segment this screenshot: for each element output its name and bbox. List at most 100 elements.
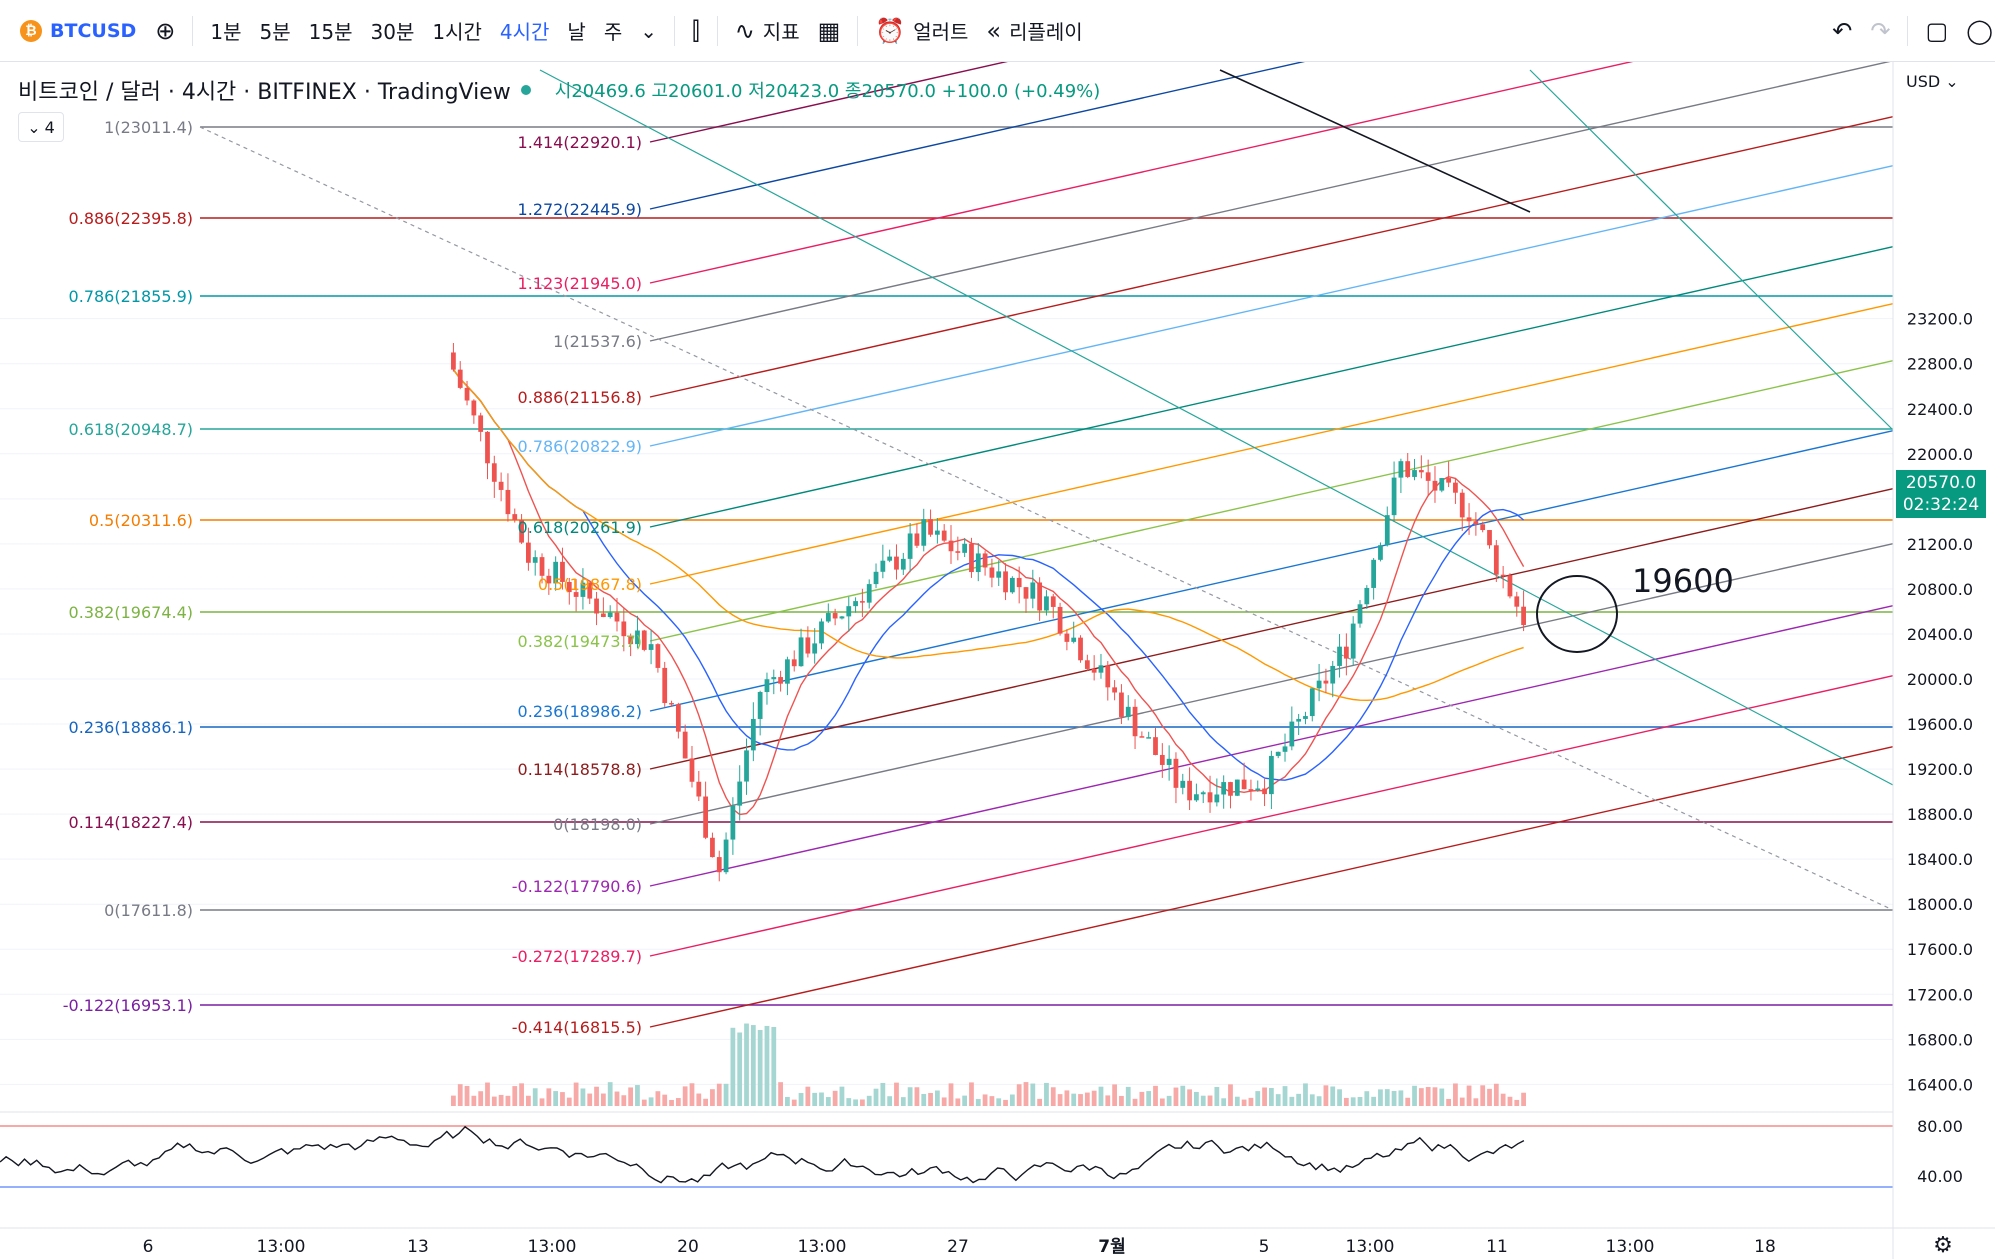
interval-15m[interactable]: 15분 — [308, 20, 353, 44]
volume-bar — [996, 1098, 1002, 1106]
interval-week[interactable]: 주 — [603, 20, 623, 44]
candle-body — [1303, 716, 1308, 719]
indicators-button[interactable]: ∿ 지표 — [726, 10, 809, 52]
candle-body — [505, 489, 511, 515]
candle-body — [1044, 596, 1049, 611]
add-symbol-button[interactable]: ⊕ — [146, 10, 184, 52]
fib-level-label: 0.236(18886.1) — [69, 718, 193, 737]
channel-line — [649, 165, 1894, 447]
undo-button[interactable]: ↶ — [1823, 10, 1861, 52]
volume-bar — [546, 1088, 552, 1106]
channel-label: -0.122(17790.6) — [512, 877, 642, 896]
volume-bar — [894, 1082, 899, 1106]
candle-body — [1350, 623, 1356, 659]
channel-line — [649, 488, 1894, 770]
time-tick-label: 18 — [1754, 1237, 1776, 1257]
volume-bar — [1425, 1087, 1431, 1106]
camera-button[interactable]: ◯ — [1957, 10, 1995, 52]
volume-bar — [628, 1087, 634, 1106]
volume-bar — [1057, 1094, 1063, 1106]
volume-bar — [600, 1093, 606, 1106]
candle-body — [1030, 582, 1036, 599]
candle-body — [1159, 754, 1165, 765]
interval-dropdown[interactable]: ⌄ — [631, 10, 666, 52]
price-chart[interactable]: 1(23011.4) 0.886(22395.8) 0.786(21855.9) 0.… — [0, 62, 1995, 1259]
candle-body — [1378, 545, 1383, 560]
current-price-tag: 20570.0 02:32:24 — [1896, 470, 1986, 518]
redo-button[interactable]: ↷ — [1861, 10, 1899, 52]
volume-bar — [1371, 1096, 1377, 1106]
volume-bar — [1200, 1095, 1206, 1106]
candle-body — [1009, 577, 1015, 593]
candle-body — [553, 561, 559, 584]
candle-body — [969, 543, 974, 573]
candle-body — [1153, 737, 1158, 755]
volume-bar — [669, 1099, 674, 1106]
chevron-down-icon: ⌄ — [27, 117, 41, 137]
volume-bar — [682, 1086, 688, 1106]
interval-1m[interactable]: 1분 — [210, 20, 242, 44]
volume-bar — [1521, 1092, 1526, 1106]
volume-bar — [887, 1096, 893, 1106]
volume-bar — [1119, 1095, 1124, 1106]
volume-bar — [1364, 1091, 1370, 1106]
volume-bar — [1173, 1087, 1179, 1106]
volume-bar — [1098, 1086, 1104, 1106]
volume-bar — [580, 1088, 586, 1106]
alert-button[interactable]: ⏰ 얼러트 — [866, 10, 977, 52]
indicator-toggle[interactable]: ⌄ 4 — [18, 112, 64, 142]
interval-5m[interactable]: 5분 — [259, 20, 291, 44]
interval-1h[interactable]: 1시간 — [432, 20, 482, 44]
volume-bar — [1289, 1096, 1295, 1106]
volume-bar — [1330, 1086, 1336, 1106]
candle-body — [805, 637, 811, 654]
interval-day[interactable]: 날 — [567, 20, 586, 44]
candle-body — [778, 677, 783, 684]
undo-icon: ↶ — [1832, 16, 1853, 45]
volume-bar — [471, 1095, 477, 1106]
currency-selector[interactable]: USD ⌄ — [1906, 72, 1959, 91]
volume-bar — [1234, 1096, 1240, 1106]
symbol-label: BTCUSD — [50, 19, 137, 42]
volume-bar — [819, 1092, 824, 1106]
candle-body — [1514, 596, 1520, 607]
chart-type-button[interactable]: ⫿ — [683, 10, 709, 52]
indicators-icon: ∿ — [734, 16, 755, 45]
replay-label: 리플레이 — [1009, 20, 1083, 44]
templates-button[interactable]: ▦ — [809, 10, 850, 52]
candle-body — [1105, 665, 1111, 688]
annotation[interactable]: 19600 — [1536, 562, 1734, 653]
volume-bar — [614, 1091, 620, 1106]
candle-body — [526, 542, 531, 563]
volume-bar — [1125, 1086, 1131, 1106]
candle-body — [1446, 478, 1451, 483]
time-tick-label: 13:00 — [528, 1237, 577, 1257]
volume-bar — [805, 1086, 811, 1106]
volume-bar — [662, 1094, 668, 1106]
volume-bar — [1507, 1096, 1513, 1106]
candle-body — [628, 636, 634, 645]
alert-label: 얼러트 — [913, 20, 969, 44]
volume-bar — [566, 1097, 572, 1106]
volume-bar — [921, 1093, 927, 1106]
interval-30m[interactable]: 30분 — [370, 20, 415, 44]
candle-body — [921, 519, 927, 546]
volume-bar — [512, 1086, 518, 1106]
volume-bar — [989, 1096, 995, 1106]
candle-body — [989, 567, 995, 578]
rsi-tick-label: 40.00 — [1917, 1167, 1963, 1186]
candle-body — [1221, 782, 1227, 795]
replay-button[interactable]: « 리플레이 — [977, 10, 1091, 52]
symbol-search-button[interactable]: ₿ BTCUSD — [10, 10, 146, 52]
candle-body — [689, 758, 695, 782]
fullscreen-button[interactable]: ▢ — [1916, 10, 1957, 52]
volume-bar — [560, 1092, 565, 1106]
channel-label: -0.272(17289.7) — [512, 947, 642, 966]
candle-body — [1248, 789, 1254, 791]
channel-label: 0.5(19867.8) — [538, 575, 642, 594]
interval-4h[interactable]: 4시간 — [499, 20, 550, 44]
volume-bar — [1044, 1082, 1049, 1106]
volume-bar — [1023, 1082, 1029, 1106]
volume-bar — [1391, 1090, 1397, 1106]
chart-grid — [0, 318, 1893, 1085]
